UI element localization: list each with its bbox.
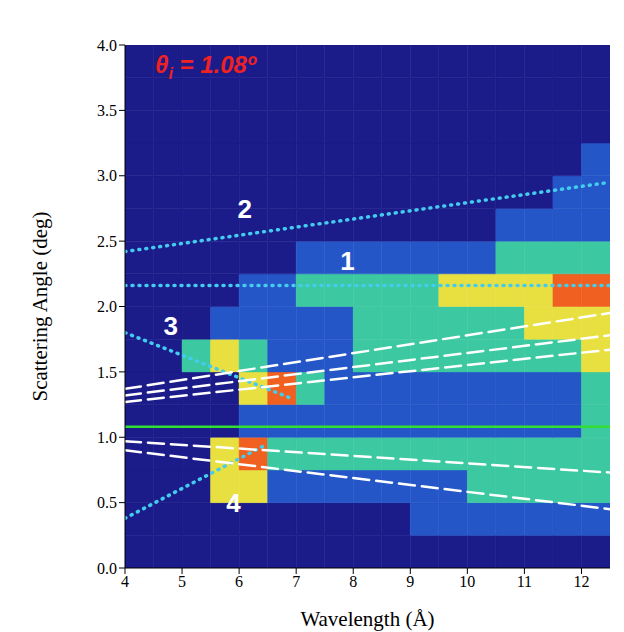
svg-text:8: 8 [349, 573, 357, 590]
html-text:θi= 1.08º: θi= 1.08º [155, 51, 256, 82]
svg-text:3: 3 [163, 311, 177, 341]
svg-text:3.5: 3.5 [97, 102, 117, 119]
svg-text:2: 2 [238, 194, 252, 224]
svg-text:Scattering Angle (deg): Scattering Angle (deg) [28, 211, 52, 401]
svg-text:7: 7 [292, 573, 300, 590]
svg-text:3.0: 3.0 [97, 167, 117, 184]
svg-text:9: 9 [406, 573, 414, 590]
svg-text:4.0: 4.0 [97, 37, 117, 54]
svg-text:2.0: 2.0 [97, 298, 117, 315]
svg-text:6: 6 [235, 573, 243, 590]
svg-text:4: 4 [226, 488, 241, 518]
svg-text:1.0: 1.0 [97, 429, 117, 446]
svg-text:1: 1 [340, 246, 354, 276]
svg-text:2.5: 2.5 [97, 233, 117, 250]
svg-text:0.5: 0.5 [97, 494, 117, 511]
svg-text:10: 10 [459, 573, 475, 590]
svg-text:5: 5 [178, 573, 186, 590]
svg-text:11: 11 [517, 573, 532, 590]
svg-text:4: 4 [121, 573, 129, 590]
svg-text:12: 12 [573, 573, 589, 590]
svg-text:1.5: 1.5 [97, 364, 117, 381]
svg-text:0.0: 0.0 [97, 560, 117, 577]
svg-text:Wavelength (Å): Wavelength (Å) [300, 607, 434, 631]
